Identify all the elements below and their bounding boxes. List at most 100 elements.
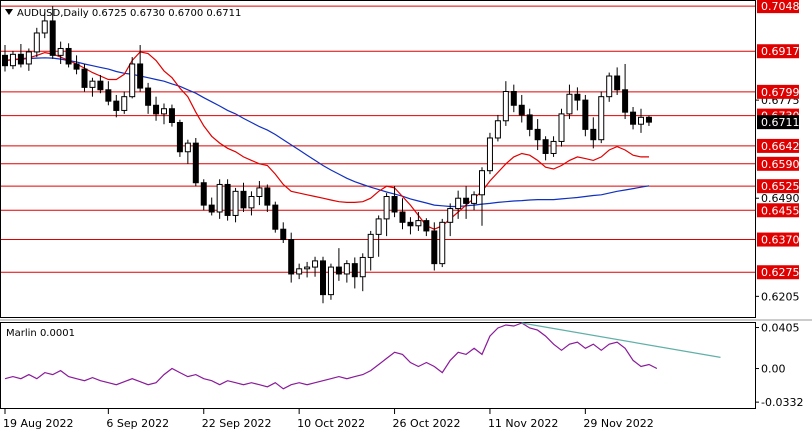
level-tag-bg xyxy=(757,0,799,14)
candle-body xyxy=(49,20,56,56)
indicator-tick-label: 0.00 xyxy=(761,363,786,376)
indicator-tick-label: 0.0405 xyxy=(761,322,800,335)
price-tick-label: 0.6205 xyxy=(761,290,800,303)
candle-body xyxy=(423,220,430,232)
fast-ma-line xyxy=(4,51,649,230)
candle-body xyxy=(41,20,48,34)
level-tag-label: 0.6590 xyxy=(761,158,800,171)
candle-body xyxy=(351,263,358,278)
candle xyxy=(200,179,207,211)
candle-body xyxy=(606,75,613,98)
indicator-label: Marlin 0.0001 xyxy=(6,328,75,339)
candle-body xyxy=(471,194,478,204)
time-tick-label: 26 Oct 2022 xyxy=(393,417,461,430)
candle-body xyxy=(25,51,32,65)
candle-body xyxy=(638,116,644,125)
candle-body xyxy=(168,108,175,123)
candle xyxy=(57,41,64,64)
candle-body xyxy=(224,183,231,216)
marlin-trendline xyxy=(521,322,721,358)
candle-body xyxy=(455,197,462,210)
candle-body xyxy=(486,137,493,172)
candle-body xyxy=(574,93,581,101)
candle xyxy=(105,81,112,106)
candle-body xyxy=(526,114,533,130)
candle-body xyxy=(256,187,263,198)
candle-body xyxy=(161,108,167,115)
candle-body xyxy=(208,204,215,213)
level-tag-bg xyxy=(757,203,799,218)
candle-body xyxy=(113,100,120,111)
candle-body xyxy=(399,211,406,223)
candle-body xyxy=(33,32,40,53)
candle xyxy=(145,82,152,114)
candle-body xyxy=(383,196,390,220)
main-chart-frame xyxy=(0,0,756,318)
current-price-tag-bg xyxy=(757,115,799,130)
candle-body xyxy=(375,218,382,235)
candle xyxy=(645,115,652,126)
candle xyxy=(510,84,517,113)
current-price-label: 0.6711 xyxy=(761,116,800,129)
candle-body xyxy=(312,260,319,268)
candle xyxy=(431,222,438,271)
candle xyxy=(494,114,501,142)
candle xyxy=(224,179,231,221)
level-tag-label: 0.6917 xyxy=(761,45,800,58)
candle-body xyxy=(407,221,414,227)
candle xyxy=(423,218,430,237)
candle-body xyxy=(272,204,279,230)
candle xyxy=(312,256,319,277)
candle xyxy=(137,45,144,92)
candle-body xyxy=(534,128,541,141)
candle xyxy=(216,179,223,219)
candle xyxy=(248,191,255,216)
level-tag-bg xyxy=(757,265,799,280)
level-tag-bg xyxy=(757,156,799,171)
candle xyxy=(590,117,597,149)
candle xyxy=(598,91,605,144)
candle-body xyxy=(81,68,88,88)
candle xyxy=(89,77,96,97)
candle xyxy=(335,248,342,281)
candle-body xyxy=(280,228,287,241)
candle xyxy=(240,182,247,212)
candle xyxy=(41,12,48,39)
candle xyxy=(81,63,88,92)
candle-body xyxy=(391,196,398,213)
slow-ma-line xyxy=(4,57,650,208)
candle-body xyxy=(320,260,326,296)
candle-body xyxy=(97,80,104,91)
candle-body xyxy=(89,80,96,88)
candle-body xyxy=(121,96,128,111)
candle-body xyxy=(614,75,621,91)
candle xyxy=(320,256,326,304)
candle xyxy=(2,45,8,72)
candle-body xyxy=(415,220,422,227)
candle xyxy=(526,108,533,137)
time-tick-label: 29 Nov 2022 xyxy=(583,417,653,430)
candle xyxy=(232,187,239,223)
candle-body xyxy=(137,63,144,89)
candle-body xyxy=(327,266,334,296)
candle-body xyxy=(9,53,16,67)
candle-body xyxy=(447,208,454,223)
candle xyxy=(638,108,644,133)
candle-body xyxy=(264,187,271,206)
candle-body xyxy=(479,170,485,196)
candle-body xyxy=(463,197,470,204)
candle xyxy=(574,87,581,111)
candle-body xyxy=(200,182,207,206)
candle xyxy=(550,136,557,157)
candle xyxy=(622,63,629,120)
candle-body xyxy=(145,87,152,106)
collapse-triangle-icon[interactable] xyxy=(5,9,13,15)
candle xyxy=(455,190,462,219)
level-tag-bg xyxy=(757,232,799,247)
level-tag-label: 0.6455 xyxy=(761,204,800,217)
level-tag-bg xyxy=(757,138,799,153)
candle xyxy=(121,91,128,114)
candle-body xyxy=(105,89,112,102)
candle-body xyxy=(288,239,295,275)
